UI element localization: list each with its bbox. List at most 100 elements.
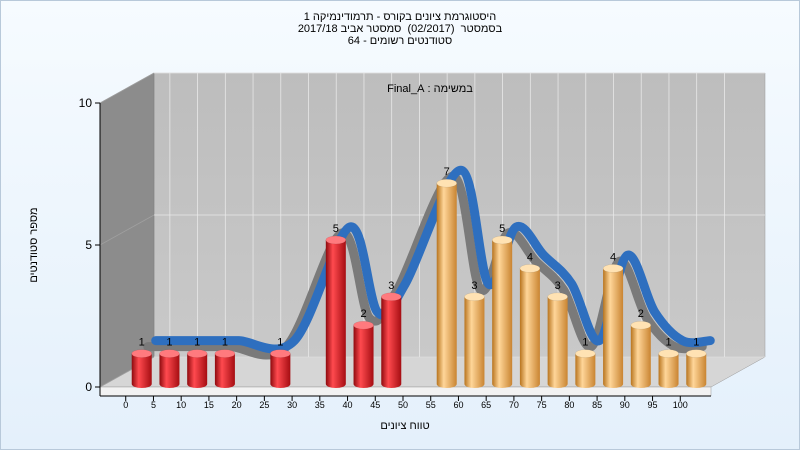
bar: 3 — [547, 280, 568, 388]
x-tick-label: 25 — [259, 400, 269, 410]
bar-value-label: 5 — [333, 223, 339, 235]
x-tick-label: 70 — [509, 400, 519, 410]
bar-top — [575, 349, 596, 358]
bar: 7 — [436, 166, 457, 388]
bar-top — [325, 235, 347, 245]
bar-value-label: 1 — [582, 337, 588, 349]
bar-top — [547, 292, 568, 302]
x-tick-label: 75 — [537, 400, 547, 410]
x-tick-label: 100 — [673, 400, 688, 410]
bar: 5 — [325, 223, 347, 388]
x-tick-label: 15 — [204, 400, 214, 410]
bars-group: 1 1 1 1 1 5 2 3 7 3 5 4 3 1 4 2 1 1 — [131, 166, 707, 388]
bar: 4 — [519, 251, 541, 388]
chart-title-line-2: בסמסטר (02/2017) סמסטר אביב 2017/18 — [297, 23, 503, 35]
bar-body — [187, 353, 208, 388]
x-tick-label: 60 — [453, 400, 463, 410]
x-tick-label: 10 — [176, 400, 186, 410]
bar-body — [492, 240, 513, 388]
y-tick-label: 10 — [79, 96, 93, 110]
bar-top — [214, 349, 236, 358]
bar-value-label: 3 — [471, 280, 477, 292]
bar-value-label: 1 — [222, 337, 228, 349]
bar-body — [353, 325, 374, 388]
chart-title-line-3: סטודנטים רשומים - 64 — [347, 35, 453, 47]
bar-value-label: 4 — [610, 251, 616, 263]
bar-top — [131, 349, 152, 358]
bar: 1 — [159, 337, 180, 388]
y-tick-label: 0 — [85, 380, 92, 394]
x-tick-label: 45 — [370, 400, 380, 410]
bar: 3 — [381, 280, 402, 388]
bar-value-label: 1 — [693, 337, 699, 349]
bar-value-label: 4 — [527, 251, 533, 263]
bar-body — [575, 353, 596, 388]
bar-body — [464, 296, 485, 388]
bar-value-label: 1 — [166, 337, 172, 349]
side-grid-line — [99, 214, 155, 246]
x-tick-label: 80 — [564, 400, 574, 410]
bar-body — [381, 296, 402, 388]
bar-body — [519, 268, 540, 388]
bar-body — [630, 325, 651, 388]
bar: 2 — [353, 308, 374, 388]
bar: 1 — [131, 337, 152, 388]
bar-top — [686, 349, 707, 358]
x-tick-label: 55 — [426, 400, 436, 410]
bar-top — [491, 235, 513, 245]
bar-top — [464, 292, 485, 302]
x-tick-label: 65 — [481, 400, 491, 410]
bar-top — [159, 349, 180, 358]
bar-top — [270, 349, 291, 358]
x-tick-label: 95 — [648, 400, 658, 410]
bar: 1 — [686, 337, 707, 388]
bar: 1 — [575, 337, 596, 388]
x-axis-label: טווח ציונים — [380, 420, 430, 432]
bar-value-label: 1 — [139, 337, 145, 349]
bar-top — [630, 320, 652, 330]
bar-body — [325, 240, 346, 388]
y-tick-label: 5 — [85, 238, 92, 252]
bar-top — [519, 264, 541, 273]
bar-value-label: 7 — [444, 166, 450, 178]
bar-top — [602, 264, 624, 273]
trend-curve-line — [151, 165, 715, 354]
bar-value-label: 3 — [388, 280, 394, 292]
bar: 5 — [491, 223, 513, 388]
bar-value-label: 5 — [499, 223, 505, 235]
bar-value-label: 1 — [665, 337, 671, 349]
x-tick-label: 50 — [398, 400, 408, 410]
floor-front — [99, 386, 712, 397]
bar-top — [381, 292, 402, 302]
side-grid-line — [99, 72, 155, 104]
bar-body — [658, 353, 679, 388]
bar-value-label: 1 — [194, 337, 200, 349]
task-label: במשימה : Final_A — [387, 83, 473, 95]
bar-body — [436, 183, 457, 388]
bar: 3 — [464, 280, 485, 388]
bar-body — [159, 353, 180, 388]
bar-top — [186, 349, 208, 358]
bar: 1 — [658, 337, 679, 388]
trend-curve — [143, 165, 715, 360]
bar-value-label: 2 — [638, 308, 644, 320]
bar: 1 — [270, 337, 291, 388]
bar-value-label: 1 — [277, 337, 283, 349]
bar-body — [603, 268, 624, 388]
bar-value-label: 3 — [555, 280, 561, 292]
chart-title-line-1: היסטוגרמת ציונים בקורס - תרמודינמיקה 1 — [303, 11, 497, 23]
bar-body — [686, 353, 707, 388]
y-axis-label: מספר סטודנטים — [28, 207, 40, 283]
bar-value-label: 2 — [360, 308, 366, 320]
x-tick-label: 85 — [592, 400, 602, 410]
x-tick-label: 40 — [343, 400, 353, 410]
bar: 4 — [602, 251, 624, 388]
chart-title-block: היסטוגרמת ציונים בקורס - תרמודינמיקה 1 ב… — [0, 11, 800, 47]
bar-body — [214, 353, 235, 388]
bar: 2 — [630, 308, 652, 388]
bar: 1 — [214, 337, 236, 388]
bar-top — [353, 320, 374, 330]
x-tick-label: 0 — [123, 400, 128, 410]
